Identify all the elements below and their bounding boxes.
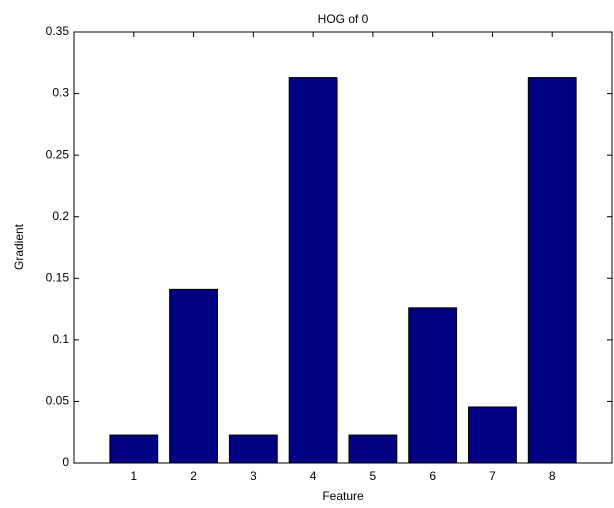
x-axis-label: Feature <box>322 489 364 503</box>
y-tick-label: 0 <box>62 455 69 469</box>
bar <box>169 288 218 464</box>
x-tick-label: 4 <box>310 469 317 483</box>
y-tick-label: 0.2 <box>52 209 69 223</box>
x-tick-label: 3 <box>250 469 257 483</box>
bar <box>408 307 458 464</box>
y-tick-label: 0.05 <box>46 394 70 408</box>
bar <box>527 77 577 464</box>
chart-title: HOG of 0 <box>318 12 369 26</box>
bar <box>228 434 278 464</box>
y-tick-label: 0.35 <box>46 24 70 38</box>
bar <box>468 406 517 464</box>
x-tick-label: 6 <box>429 469 436 483</box>
x-tick-label: 5 <box>370 469 377 483</box>
x-tick-label: 8 <box>549 469 556 483</box>
bar <box>348 434 398 464</box>
bar <box>288 77 338 464</box>
plot-area <box>73 31 613 464</box>
x-tick-label: 1 <box>130 469 137 483</box>
bar <box>109 434 159 464</box>
y-tick-label: 0.3 <box>52 86 69 100</box>
y-axis-label: Gradient <box>12 223 26 270</box>
y-tick-label: 0.15 <box>46 270 70 284</box>
x-tick-label: 7 <box>489 469 496 483</box>
y-tick-label: 0.25 <box>46 147 70 161</box>
y-tick-label: 0.1 <box>52 332 69 346</box>
x-tick-label: 2 <box>190 469 197 483</box>
